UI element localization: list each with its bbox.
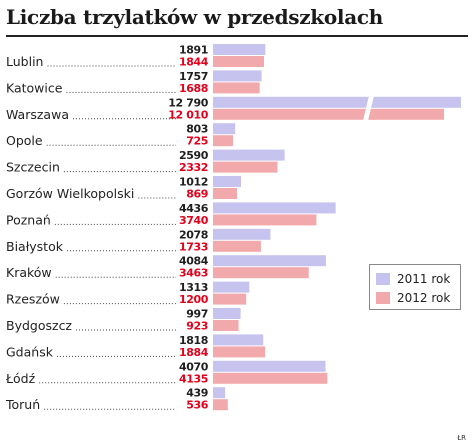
bar-2011-opole bbox=[213, 123, 236, 135]
bar-2012-bydgoszcz bbox=[213, 320, 239, 331]
bar-2012-opole bbox=[213, 135, 234, 147]
legend-swatch-2012 bbox=[376, 292, 390, 304]
category-label-bydgoszcz: Bydgoszcz bbox=[6, 318, 72, 333]
bar-2011-gdansk bbox=[213, 334, 264, 346]
category-label-katowice: Katowice bbox=[6, 80, 63, 95]
bar-2011-bydgoszcz bbox=[213, 308, 241, 319]
bar-2011-gorzow-wielkopolski bbox=[213, 176, 241, 187]
bar-2012-lublin bbox=[213, 56, 264, 67]
chart-title: Liczba trzylatków w przedszkolach bbox=[6, 5, 383, 29]
bar-2012-krakow bbox=[213, 267, 309, 279]
category-label-lublin: Lublin bbox=[6, 54, 43, 69]
value-label-2012-warszawa: 12 010 bbox=[168, 108, 208, 121]
bar-2011-krakow bbox=[213, 255, 326, 267]
bar-2012-poznan bbox=[213, 214, 317, 226]
value-label-2011-bialystok: 2078 bbox=[179, 228, 208, 241]
bar-2012-gorzow-wielkopolski bbox=[213, 188, 238, 199]
value-label-2011-warszawa: 12 790 bbox=[168, 96, 208, 109]
value-label-2011-gorzow-wielkopolski: 1012 bbox=[179, 176, 208, 189]
value-label-2012-lodz: 4135 bbox=[179, 372, 208, 385]
value-label-2012-gdansk: 1884 bbox=[179, 346, 209, 359]
value-label-2012-gorzow-wielkopolski: 869 bbox=[186, 188, 208, 201]
value-label-2012-katowice: 1688 bbox=[179, 82, 208, 95]
value-label-2011-krakow: 4084 bbox=[179, 255, 209, 268]
category-label-poznan: Poznań bbox=[6, 212, 51, 227]
value-label-2012-opole: 725 bbox=[186, 135, 208, 148]
bar-2011-katowice bbox=[213, 70, 262, 82]
value-label-2011-szczecin: 2590 bbox=[179, 149, 209, 162]
value-label-2011-opole: 803 bbox=[186, 123, 208, 136]
bar-2012-lodz bbox=[213, 372, 328, 384]
bar-2012-warszawa bbox=[213, 108, 444, 120]
bar-2011-poznan bbox=[213, 202, 336, 214]
value-label-2012-krakow: 3463 bbox=[179, 267, 208, 280]
value-label-2011-gdansk: 1818 bbox=[179, 334, 208, 347]
category-label-rzeszow: Rzeszów bbox=[6, 292, 60, 307]
bar-2011-rzeszow bbox=[213, 281, 250, 293]
value-label-2012-torun: 536 bbox=[186, 399, 209, 412]
category-label-szczecin: Szczecin bbox=[6, 160, 60, 175]
title-rule bbox=[6, 35, 468, 37]
value-label-2012-lublin: 1844 bbox=[179, 56, 209, 69]
category-label-gorzow-wielkopolski: Gorzów Wielkopolski bbox=[6, 186, 134, 201]
value-label-2011-rzeszow: 1313 bbox=[179, 281, 208, 294]
category-label-bialystok: Białystok bbox=[6, 239, 64, 254]
category-label-krakow: Kraków bbox=[6, 265, 52, 280]
bar-2011-lodz bbox=[213, 360, 326, 372]
value-label-2011-poznan: 4436 bbox=[179, 202, 209, 215]
value-label-2012-rzeszow: 1200 bbox=[179, 293, 209, 306]
bar-2012-torun bbox=[213, 399, 228, 411]
value-label-2011-katowice: 1757 bbox=[179, 70, 208, 83]
value-label-2012-poznan: 3740 bbox=[179, 214, 209, 227]
bar-2011-torun bbox=[213, 387, 226, 399]
value-label-2012-bydgoszcz: 923 bbox=[186, 320, 208, 333]
value-label-2011-lublin: 1891 bbox=[179, 44, 208, 57]
bar-2012-bialystok bbox=[213, 240, 261, 252]
bar-2011-warszawa bbox=[213, 96, 461, 108]
bar-2012-katowice bbox=[213, 82, 260, 94]
category-label-lodz: Łódź bbox=[5, 371, 36, 386]
category-label-gdansk: Gdańsk bbox=[6, 344, 54, 359]
value-label-2012-szczecin: 2332 bbox=[179, 161, 208, 174]
category-label-opole: Opole bbox=[6, 133, 43, 148]
category-label-warszawa: Warszawa bbox=[6, 107, 69, 122]
credit: ŁR bbox=[457, 434, 466, 442]
bar-2011-lublin bbox=[213, 44, 266, 55]
legend-item-2011: 2011 rok bbox=[376, 272, 450, 286]
value-label-2011-lodz: 4070 bbox=[179, 360, 209, 373]
bar-2012-gdansk bbox=[213, 346, 266, 358]
category-label-torun: Toruń bbox=[5, 397, 40, 412]
bar-2012-rzeszow bbox=[213, 293, 247, 305]
bar-2011-szczecin bbox=[213, 149, 285, 161]
value-label-2011-bydgoszcz: 997 bbox=[186, 308, 208, 321]
legend-swatch-2011 bbox=[376, 273, 390, 285]
value-label-2011-torun: 439 bbox=[186, 387, 208, 400]
legend: 2011 rok 2012 rok bbox=[369, 264, 461, 310]
axis-break-mark bbox=[363, 95, 374, 121]
value-label-2012-bialystok: 1733 bbox=[179, 240, 208, 253]
bar-2012-szczecin bbox=[213, 161, 278, 173]
bar-2011-bialystok bbox=[213, 228, 271, 240]
legend-item-2012: 2012 rok bbox=[376, 291, 450, 305]
legend-label-2012: 2012 rok bbox=[397, 291, 451, 305]
legend-label-2011: 2011 rok bbox=[397, 272, 451, 286]
